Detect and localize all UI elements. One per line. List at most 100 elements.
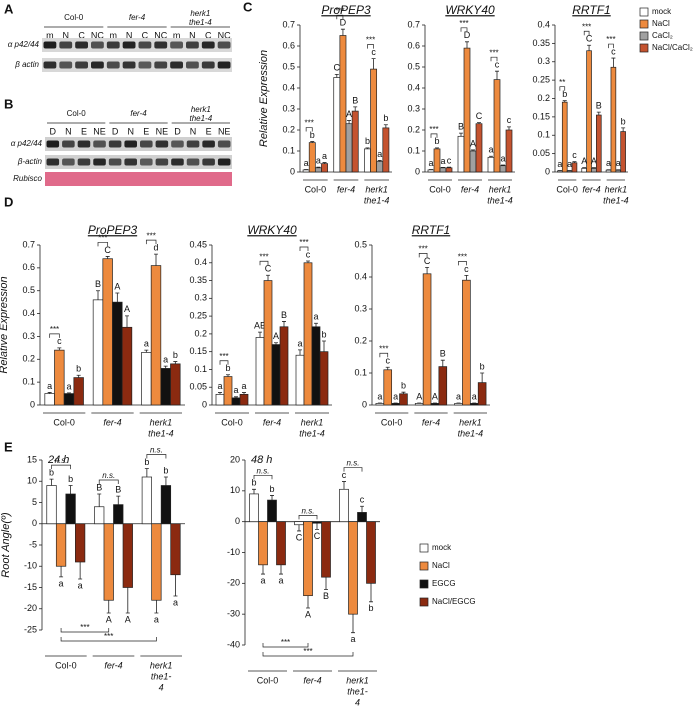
bar <box>382 127 390 173</box>
y-tick-label: 0.1 <box>282 145 295 155</box>
x-tick-label: fer-4 <box>337 184 355 194</box>
sig-bracket <box>490 56 498 62</box>
bar <box>438 366 448 406</box>
lane-label: E <box>206 126 212 136</box>
sig-bracket <box>145 239 157 245</box>
bar <box>339 488 349 523</box>
error-bar <box>489 155 493 158</box>
chart-title: ProPEP3 <box>88 223 138 237</box>
sig-bracket <box>98 479 119 484</box>
error-bar <box>360 505 364 513</box>
y-tick-label: 0.45 <box>189 239 207 249</box>
blot-band <box>124 158 137 166</box>
error-bar <box>351 614 355 634</box>
error-bar <box>282 321 286 327</box>
bar <box>463 47 471 173</box>
significance-letter: b <box>401 381 406 391</box>
blot-band <box>91 41 104 49</box>
blot-band <box>108 140 122 148</box>
sig-label: *** <box>582 22 591 31</box>
sig-label: ** <box>559 78 565 87</box>
row-label: α p42/44 <box>8 40 40 49</box>
blot-strip <box>45 172 232 186</box>
error-bar <box>369 583 373 603</box>
sig-label: n.s. <box>55 456 68 465</box>
sig-label: *** <box>259 252 268 261</box>
y-tick-label: 0.4 <box>194 257 207 267</box>
blot-band <box>93 158 106 166</box>
sig-bracket <box>418 253 428 258</box>
lane-label: NE <box>156 126 169 136</box>
legend-swatch <box>639 19 649 29</box>
y-tick-label: 10 <box>230 485 240 495</box>
y-tick-label: 0.05 <box>189 382 207 392</box>
blot-band <box>202 158 215 166</box>
lane-label: m <box>173 30 181 40</box>
bar <box>319 351 329 406</box>
legend-swatch <box>639 7 649 17</box>
bar <box>141 352 152 406</box>
bar <box>223 376 233 406</box>
x-tick-label: the1- <box>347 686 368 696</box>
blot-band <box>170 61 183 69</box>
significance-letter: a <box>217 381 222 391</box>
bar <box>345 123 353 173</box>
y-tick-label: -15 <box>24 582 37 592</box>
blot-band <box>59 41 73 49</box>
cross-bracket <box>262 643 309 648</box>
legend-swatch <box>419 579 429 589</box>
error-bar <box>67 392 71 394</box>
error-bar <box>365 147 370 149</box>
bar <box>112 301 123 406</box>
error-bar <box>611 57 616 68</box>
significance-letter: a <box>377 149 382 159</box>
significance-letter: A <box>591 156 597 166</box>
y-tick-label: 0.5 <box>22 285 35 295</box>
sig-label: *** <box>459 19 468 28</box>
bar <box>477 382 487 406</box>
y-tick-label: 0.4 <box>537 19 550 29</box>
blot-band <box>171 158 184 166</box>
bar <box>121 326 133 406</box>
y-axis-label: Relative Expression <box>0 276 10 373</box>
legend-label: CaCl₂ <box>652 31 673 40</box>
x-tick-label: Col-0 <box>221 417 243 427</box>
x-tick-label: fer-4 <box>582 184 600 194</box>
blot-band <box>217 61 231 69</box>
y-tick-label: 20 <box>230 454 240 464</box>
error-bar <box>298 349 302 356</box>
y-tick-label: 0.2 <box>407 124 420 134</box>
significance-letter: b <box>163 465 168 475</box>
error-bar <box>621 127 626 132</box>
significance-letter: a <box>322 151 327 161</box>
error-bar <box>471 149 475 151</box>
y-tick-label: 0 <box>290 166 295 176</box>
error-bar <box>154 600 159 614</box>
significance-letter: B <box>458 122 464 132</box>
bar <box>65 493 76 525</box>
significance-letter: a <box>616 158 621 168</box>
sig-bracket <box>559 86 566 91</box>
group-label: fer-4 <box>129 13 146 22</box>
x-tick-label: herk1 <box>605 184 628 194</box>
blot-band <box>186 140 200 148</box>
significance-letter: a <box>304 158 309 168</box>
bar <box>370 68 378 173</box>
error-bar <box>78 562 83 580</box>
significance-letter: c <box>611 46 616 56</box>
error-bar <box>587 44 592 51</box>
significance-letter: a <box>350 634 355 644</box>
error-bar <box>316 166 321 168</box>
x-tick-label: the1-4 <box>299 428 325 438</box>
cross-bracket <box>262 652 354 657</box>
lane-label: C <box>78 30 85 40</box>
x-tick-label: herk1 <box>489 184 512 194</box>
blot-band <box>91 61 104 69</box>
significance-letter: b <box>144 457 149 467</box>
y-tick-label: 0.7 <box>22 239 35 249</box>
y-tick-label: -30 <box>227 609 240 619</box>
x-tick-label: the1-4 <box>364 195 390 205</box>
significance-letter: a <box>163 355 168 365</box>
bar <box>596 114 602 173</box>
